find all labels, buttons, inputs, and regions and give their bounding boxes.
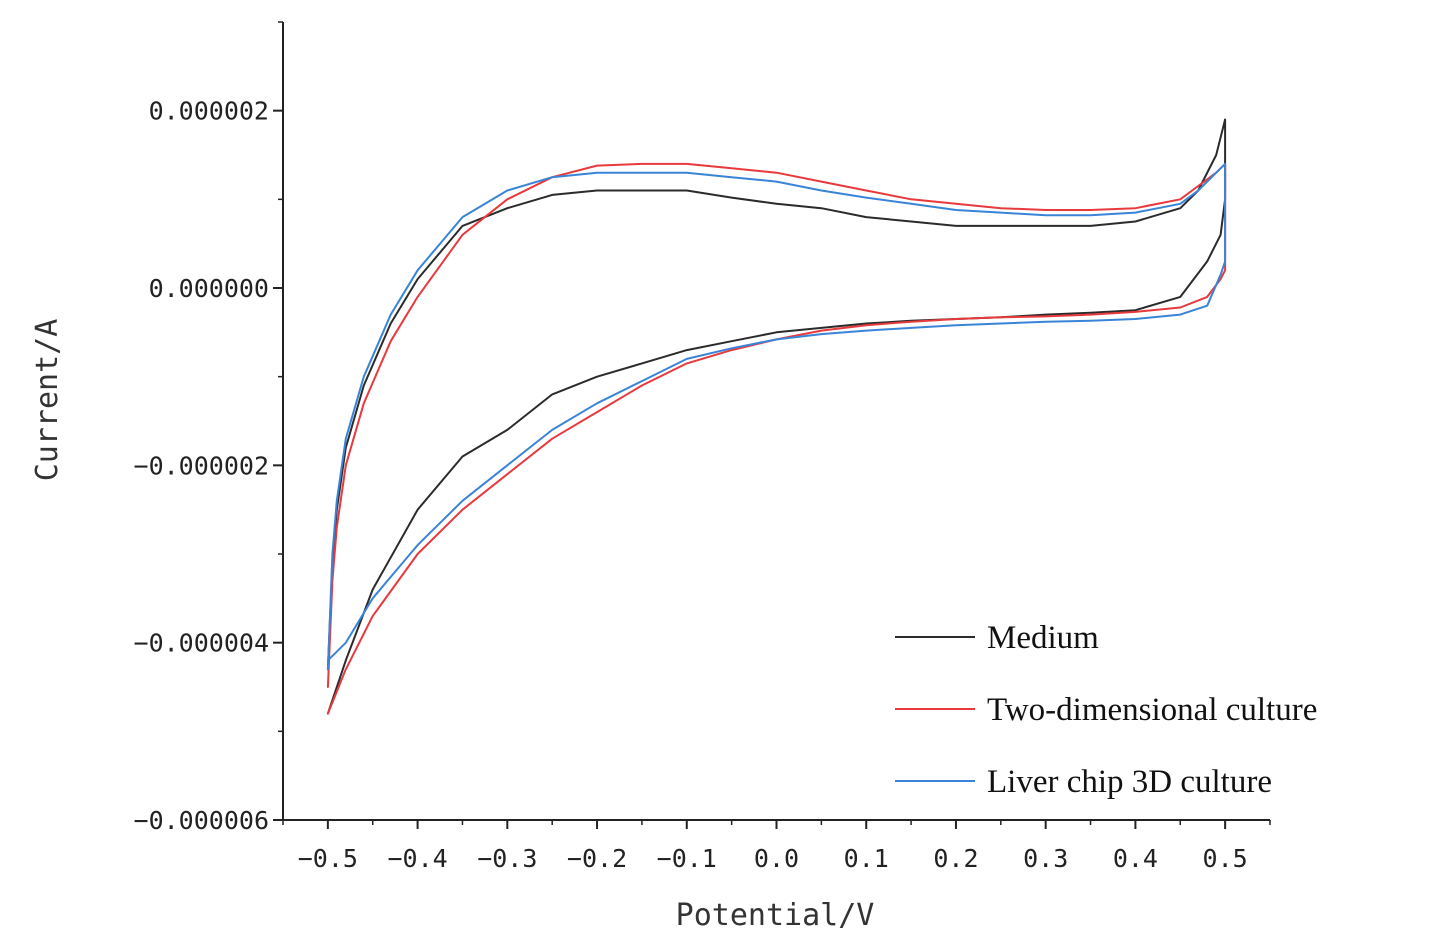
x-tick-label: 0.4: [1113, 844, 1158, 873]
x-tick-label: −0.4: [387, 844, 447, 873]
x-tick-label: −0.2: [567, 844, 627, 873]
y-axis-title: Current/A: [30, 319, 65, 482]
x-tick-label: −0.5: [298, 844, 358, 873]
legend: Medium Two-dimensional culture Liver chip …: [895, 620, 1317, 800]
x-tick-label: 0.0: [754, 844, 799, 873]
x-tick-label: −0.3: [477, 844, 537, 873]
y-tick-label: 0.000000: [149, 274, 269, 303]
series-layer: [326, 118, 1227, 715]
x-tick-label: 0.5: [1203, 844, 1248, 873]
legend-label: Medium: [987, 620, 1099, 656]
x-ticks: −0.5 −0.4 −0.3 −0.2 −0.1 0.0 0.1 0.2 0.3 0.4 0.5: [282, 820, 1271, 873]
y-ticks: 0.000002 0.000000 −0.000002 −0.000004 −0.000…: [134, 21, 283, 835]
x-tick-label: 0.2: [933, 844, 978, 873]
y-tick-label: −0.000006: [134, 806, 269, 835]
x-tick-label: −0.1: [657, 844, 717, 873]
legend-label: Liver chip 3D culture: [987, 764, 1272, 800]
y-tick-label: 0.000002: [149, 97, 269, 126]
series-line-liver-chip-3d-culture: [326, 162, 1227, 671]
legend-label: Two-dimensional culture: [987, 692, 1317, 728]
series-line-medium: [326, 118, 1227, 715]
x-tick-label: 0.1: [844, 844, 889, 873]
x-tick-label: 0.3: [1023, 844, 1068, 873]
y-tick-label: −0.000004: [134, 629, 269, 658]
x-axis-title: Potential/V: [676, 898, 875, 933]
y-tick-label: −0.000002: [134, 451, 269, 480]
